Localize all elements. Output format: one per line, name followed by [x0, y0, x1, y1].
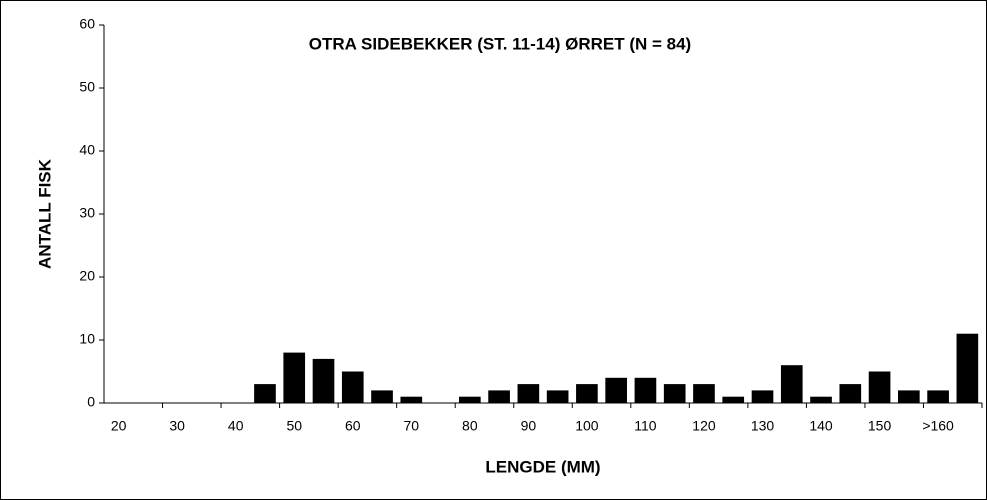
bar [371, 390, 393, 403]
bar [956, 333, 979, 403]
bar [634, 377, 657, 403]
y-tick-label: 40 [79, 142, 95, 158]
x-tick-label: >160 [922, 418, 954, 434]
bar [663, 384, 686, 403]
x-tick-label: 120 [692, 418, 716, 434]
bar [780, 365, 803, 403]
x-tick-label: 150 [868, 418, 892, 434]
bar [517, 384, 540, 403]
x-tick-label: 110 [634, 418, 657, 434]
chart-title: OTRA SIDEBEKKER (ST. 11-14) ØRRET (N = 8… [309, 34, 691, 53]
x-tick-label: 20 [111, 418, 127, 434]
bar [868, 371, 891, 403]
x-tick-label: 50 [286, 418, 302, 434]
x-tick-label: 30 [169, 418, 185, 434]
x-tick-label: 100 [575, 418, 599, 434]
x-tick-label: 70 [404, 418, 420, 434]
bar [283, 352, 306, 403]
bar [751, 390, 774, 403]
bar [810, 396, 832, 403]
x-tick-label: 40 [228, 418, 244, 434]
x-tick-label: 80 [462, 418, 478, 434]
y-tick-label: 20 [79, 268, 95, 284]
y-axis-label: ANTALL FISK [35, 158, 54, 269]
bar [927, 390, 949, 403]
x-tick-label: 130 [751, 418, 775, 434]
x-tick-label: 60 [345, 418, 361, 434]
bar [693, 384, 715, 403]
bar [839, 384, 862, 403]
bar [605, 377, 627, 403]
x-tick-label: 90 [521, 418, 537, 434]
bar [341, 371, 364, 403]
y-tick-label: 10 [79, 331, 95, 347]
y-tick-label: 60 [79, 16, 95, 32]
bar [546, 390, 569, 403]
bar [254, 384, 276, 403]
y-tick-label: 30 [79, 205, 95, 221]
x-tick-label: 140 [809, 418, 833, 434]
bar [312, 358, 335, 403]
bar [722, 396, 745, 403]
y-tick-label: 0 [87, 394, 95, 410]
y-tick-label: 50 [79, 79, 95, 95]
bar [898, 390, 920, 403]
bar [488, 390, 510, 403]
bar [459, 396, 481, 403]
x-axis-label: LENGDE (MM) [485, 457, 600, 476]
bar [400, 396, 423, 403]
bar [576, 384, 598, 403]
